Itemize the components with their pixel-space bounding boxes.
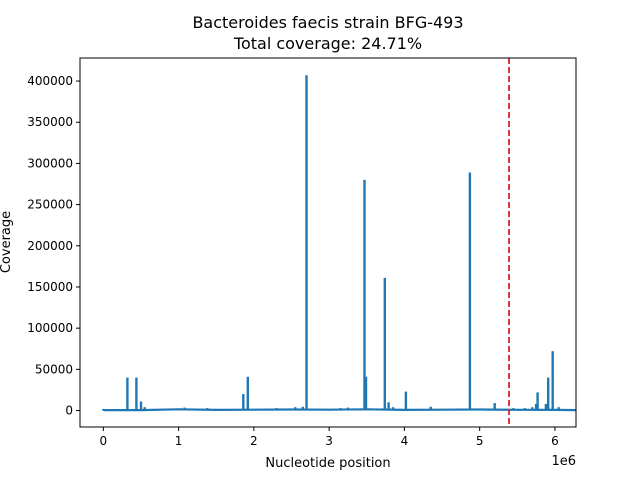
plot-frame xyxy=(79,57,577,428)
y-tick-label-6: 300000 xyxy=(27,156,73,170)
y-tick-label-4: 200000 xyxy=(27,239,73,253)
x-tick-label-1: 1 xyxy=(175,434,183,448)
chart-subtitle: Total coverage: 24.71% xyxy=(233,34,422,53)
y-tick-label-5: 250000 xyxy=(27,198,73,212)
plot-area xyxy=(102,58,577,427)
x-tick-label-6: 6 xyxy=(551,434,559,448)
y-tick-label-3: 150000 xyxy=(27,280,73,294)
chart-title: Bacteroides faecis strain BFG-493 xyxy=(192,13,463,32)
x-tick-label-2: 2 xyxy=(250,434,258,448)
y-tick-label-2: 100000 xyxy=(27,321,73,335)
y-tick-label-0: 0 xyxy=(65,404,73,418)
x-axis-label: Nucleotide position xyxy=(265,456,390,471)
y-axis-label: Coverage xyxy=(0,211,14,273)
x-axis-offset-label: 1e6 xyxy=(551,454,576,469)
axis-ticks: 0 1 2 3 4 5 6 0 50000 100000 150000 200000 250000 300… xyxy=(27,74,559,448)
x-tick-label-3: 3 xyxy=(325,434,333,448)
y-tick-label-1: 50000 xyxy=(35,362,73,376)
y-tick-label-7: 350000 xyxy=(27,115,73,129)
y-tick-label-8: 400000 xyxy=(27,74,73,88)
x-tick-label-5: 5 xyxy=(476,434,484,448)
x-tick-label-0: 0 xyxy=(100,434,108,448)
x-tick-label-4: 4 xyxy=(401,434,409,448)
